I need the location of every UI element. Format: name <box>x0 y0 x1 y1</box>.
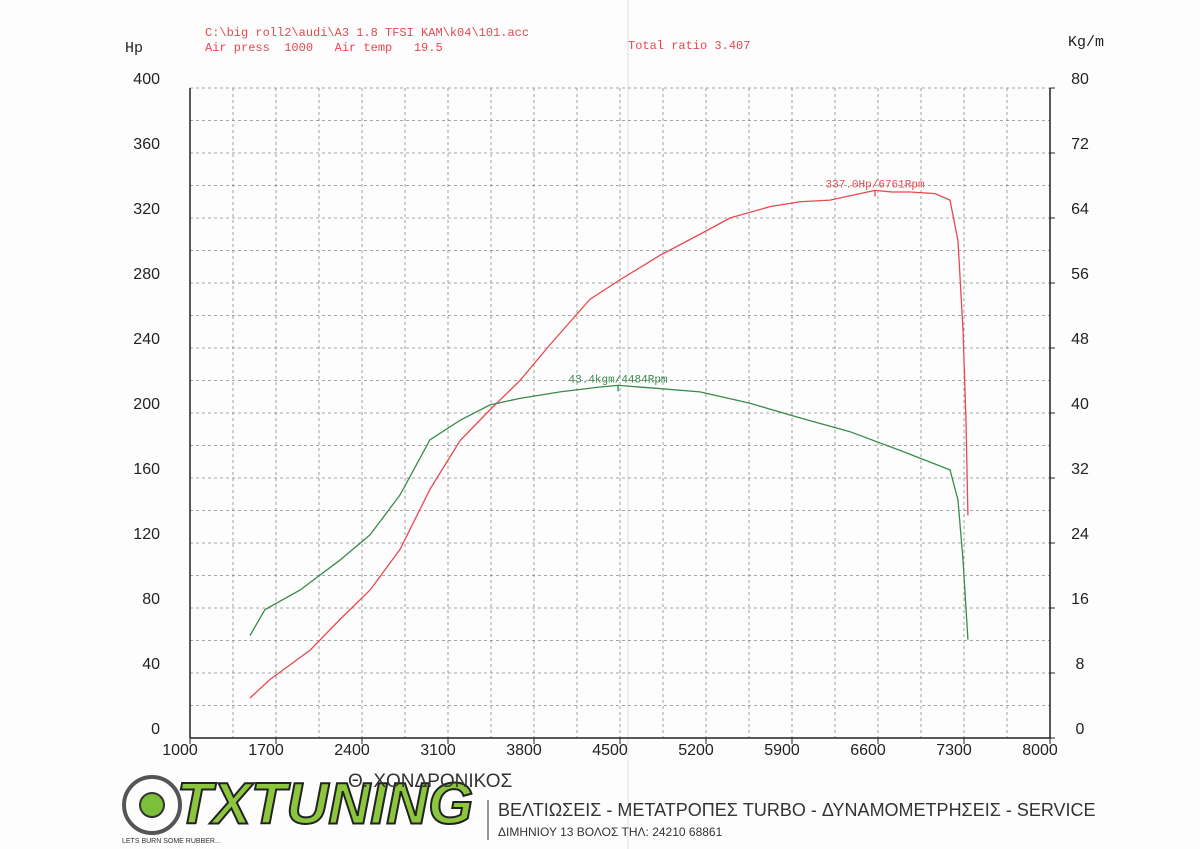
y-tick-label: 280 <box>133 266 160 283</box>
y2-tick-label: 72 <box>1071 136 1089 153</box>
address: ΔΙΜΗΝΙΟΥ 13 ΒΟΛΟΣ ΤΗΛ: 24210 68861 <box>498 825 723 839</box>
services: ΒΕΛΤΙΩΣΕΙΣ - ΜΕΤΑΤΡΟΠΕΣ TURBO - ΔΥΝΑΜΟΜΕ… <box>498 800 1096 820</box>
y-tick-label: 200 <box>133 396 160 413</box>
header-ratio: Total ratio 3.407 <box>628 39 750 53</box>
header-conditions: Air press 1000 Air temp 19.5 <box>205 41 443 55</box>
y2-tick-label: 32 <box>1071 461 1089 478</box>
y2-tick-label: 8 <box>1076 656 1085 673</box>
peak-annotation: 337.0Hp/6761Rpm <box>826 179 925 191</box>
logo-turbo-core <box>139 792 165 818</box>
y-axis-label: Hp <box>125 40 143 57</box>
y2-tick-label: 80 <box>1071 71 1089 88</box>
x-tick-label: 6600 <box>850 742 886 759</box>
y-tick-label: 240 <box>133 331 160 348</box>
x-tick-label: 2400 <box>334 742 370 759</box>
x-tick-label: 8000 <box>1022 742 1058 759</box>
x-tick-label: 3100 <box>420 742 456 759</box>
y-tick-label: 360 <box>133 136 160 153</box>
y2-tick-label: 48 <box>1071 331 1089 348</box>
y-tick-label: 40 <box>142 656 160 673</box>
y-tick-label: 400 <box>133 71 160 88</box>
y-tick-label: 80 <box>142 591 160 608</box>
x-tick-label: 1700 <box>248 742 284 759</box>
y2-tick-label: 0 <box>1076 721 1085 738</box>
logo-text: TXTUNING <box>177 771 473 836</box>
peak-annotation: 43.4kgm/4484Rpm <box>569 374 668 386</box>
logo-turbo <box>122 775 182 835</box>
y2-tick-label: 24 <box>1071 526 1089 543</box>
owner-name: Θ. ΧΟΝΔΡΟΝΙΚΟΣ <box>348 771 512 792</box>
y-tick-label: 120 <box>133 526 160 543</box>
y2-tick-label: 64 <box>1071 201 1089 218</box>
x-tick-label: 1000 <box>162 742 198 759</box>
y2-tick-label: 56 <box>1071 266 1089 283</box>
logo-slogan: LETS BURN SOME RUBBER... <box>122 838 221 845</box>
y-tick-label: 160 <box>133 461 160 478</box>
y2-tick-label: 40 <box>1071 396 1089 413</box>
x-tick-label: 3800 <box>506 742 542 759</box>
x-tick-label: 5900 <box>764 742 800 759</box>
series-line <box>249 384 969 640</box>
header-file: C:\big roll2\audi\A3 1.8 TFSI KAM\k04\10… <box>205 26 529 40</box>
y2-tick-label: 16 <box>1071 591 1089 608</box>
x-tick-label: 4500 <box>592 742 628 759</box>
y2-axis-label: Kg/m <box>1068 34 1104 51</box>
x-tick-label: 5200 <box>678 742 714 759</box>
y-tick-label: 0 <box>151 721 160 738</box>
series-line <box>249 189 969 699</box>
logo: TXTUNING LETS BURN SOME RUBBER... <box>122 770 474 845</box>
y-tick-label: 320 <box>133 201 160 218</box>
x-tick-label: 7300 <box>936 742 972 759</box>
